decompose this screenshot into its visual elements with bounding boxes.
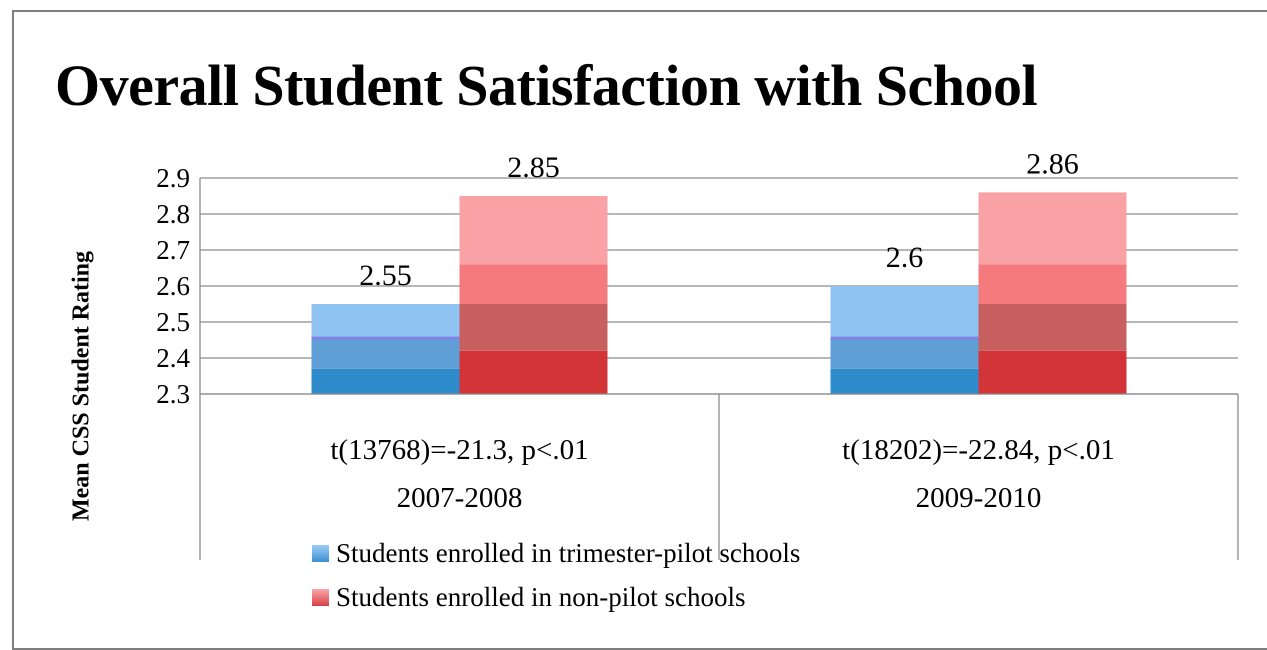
bar-pilot-segment [830,340,979,369]
bar-non-pilot-segment [978,304,1127,351]
y-tick-label: 2.5 [156,307,190,337]
bar-non-pilot-segment [978,264,1127,304]
data-label: 2.86 [1026,147,1079,180]
legend-item-pilot: Students enrolled in trimester-pilot sch… [312,538,800,569]
legend-swatch-red [312,589,329,606]
bar-pilot-segment [311,340,460,369]
legend-label-non-pilot: Students enrolled in non-pilot schools [336,582,746,612]
bar-pilot-segment [830,368,979,394]
x-category-year-label: 2009-2010 [916,482,1042,514]
bar-non-pilot-segment [459,350,608,394]
bar-non-pilot-segment [459,264,608,304]
data-label: 2.85 [507,151,560,184]
chart-title: Overall Student Satisfaction with School [55,53,1038,118]
y-tick-label: 2.3 [156,379,190,409]
x-category-year-label: 2007-2008 [397,482,523,514]
x-category-stat-label: t(13768)=-21.3, p<.01 [330,434,588,466]
bar-non-pilot-segment [459,304,608,351]
legend-swatch-blue [312,545,329,562]
bar-non-pilot-segment [978,192,1127,265]
bar-non-pilot-segment [459,196,608,265]
bar-pilot-segment [311,336,460,340]
bar-non-pilot-segment [978,350,1127,394]
x-category-stat-label: t(18202)=-22.84, p<.01 [842,434,1115,466]
y-tick-label: 2.7 [156,235,190,265]
data-label: 2.55 [359,259,412,292]
bar-pilot-segment [311,368,460,394]
bar-pilot-segment [311,304,460,337]
legend-label-pilot: Students enrolled in trimester-pilot sch… [336,538,801,568]
bar-pilot-segment [830,286,979,337]
legend-item-non-pilot: Students enrolled in non-pilot schools [312,582,745,613]
data-label: 2.6 [886,241,924,274]
bar-pilot-segment [830,336,979,340]
y-tick-label: 2.8 [156,199,190,229]
y-tick-label: 2.6 [156,271,190,301]
y-tick-label: 2.4 [156,343,190,373]
y-tick-label: 2.9 [156,163,190,193]
